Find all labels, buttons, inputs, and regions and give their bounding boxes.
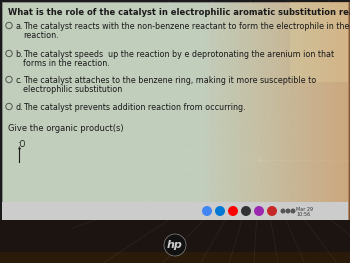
Bar	[324, 2, 328, 220]
Bar	[298, 2, 301, 220]
Circle shape	[267, 206, 277, 216]
Bar	[252, 2, 256, 220]
Bar	[264, 2, 267, 220]
Bar	[260, 2, 264, 220]
Bar	[2, 202, 348, 220]
Bar	[290, 2, 348, 82]
Bar	[301, 2, 305, 220]
Text: d.: d.	[15, 103, 23, 112]
Circle shape	[164, 234, 186, 256]
Bar	[305, 2, 309, 220]
Bar	[309, 2, 313, 220]
Text: forms in the reaction.: forms in the reaction.	[23, 59, 110, 68]
Bar	[226, 2, 230, 220]
Text: :O: :O	[17, 140, 25, 149]
Circle shape	[290, 209, 295, 214]
Bar	[267, 2, 271, 220]
Bar	[0, 220, 350, 263]
Bar	[215, 2, 219, 220]
Bar	[271, 2, 275, 220]
Bar	[286, 2, 290, 220]
Bar	[256, 2, 260, 220]
Text: The catalyst attaches to the benzene ring, making it more susceptible to: The catalyst attaches to the benzene rin…	[23, 76, 316, 85]
Circle shape	[215, 206, 225, 216]
Bar	[223, 2, 226, 220]
Text: Mar 29: Mar 29	[296, 207, 313, 212]
Bar	[0, 252, 350, 263]
Bar	[275, 2, 279, 220]
Bar	[313, 2, 316, 220]
Text: Give the organic product(s): Give the organic product(s)	[8, 124, 124, 133]
Text: The catalyst speeds  up the reaction by e deprotonating the arenium ion that: The catalyst speeds up the reaction by e…	[23, 50, 334, 59]
Bar	[316, 2, 320, 220]
Text: The catalyst prevents addition reaction from occurring.: The catalyst prevents addition reaction …	[23, 103, 246, 112]
Bar	[2, 2, 348, 220]
Bar	[234, 2, 238, 220]
Bar	[249, 2, 252, 220]
Text: b.: b.	[15, 50, 23, 59]
Bar	[282, 2, 286, 220]
Bar	[279, 2, 282, 220]
Circle shape	[254, 206, 264, 216]
Text: c.: c.	[15, 76, 22, 85]
Bar	[343, 2, 346, 220]
Text: a.: a.	[15, 22, 22, 31]
Bar	[290, 2, 294, 220]
Bar	[204, 2, 208, 220]
Bar	[294, 2, 298, 220]
Bar	[241, 2, 245, 220]
Circle shape	[241, 206, 251, 216]
Text: reaction.: reaction.	[23, 31, 59, 40]
Bar	[230, 2, 234, 220]
Circle shape	[202, 206, 212, 216]
Circle shape	[228, 206, 238, 216]
Bar	[320, 2, 324, 220]
Bar	[335, 2, 339, 220]
Bar	[211, 2, 215, 220]
Circle shape	[286, 209, 290, 214]
Bar	[238, 2, 241, 220]
Text: hp: hp	[167, 240, 183, 250]
Text: The catalyst reacts with the non-benzene reactant to form the electrophile in th: The catalyst reacts with the non-benzene…	[23, 22, 349, 31]
Bar	[200, 2, 204, 220]
Bar	[328, 2, 331, 220]
Bar	[245, 2, 249, 220]
Text: What is the role of the catalyst in electrophilic aromatic substitution reaction: What is the role of the catalyst in elec…	[8, 8, 350, 17]
Bar	[208, 2, 211, 220]
Bar	[331, 2, 335, 220]
Bar	[219, 2, 223, 220]
Bar	[346, 2, 350, 220]
Circle shape	[280, 209, 286, 214]
Text: electrophilic substitution: electrophilic substitution	[23, 85, 122, 94]
Bar	[339, 2, 343, 220]
Text: 10:56: 10:56	[296, 212, 310, 217]
